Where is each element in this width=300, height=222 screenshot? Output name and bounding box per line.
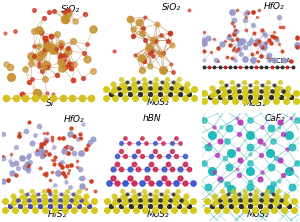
Text: HfO₂: HfO₂ [64, 115, 84, 124]
Text: SiO₂: SiO₂ [61, 5, 80, 14]
Text: Si: Si [46, 99, 54, 108]
Text: MoS₂: MoS₂ [244, 99, 266, 108]
Text: hBN: hBN [142, 114, 161, 123]
Text: PTCDA: PTCDA [268, 57, 290, 63]
Text: HfO₂: HfO₂ [264, 2, 285, 11]
Text: MoS₂: MoS₂ [146, 97, 169, 107]
Text: HfS₂: HfS₂ [48, 210, 67, 219]
Text: SiO₂: SiO₂ [162, 3, 181, 12]
Text: CaF₂: CaF₂ [264, 114, 285, 123]
Text: MoS₂: MoS₂ [146, 210, 169, 219]
Text: MoS₂: MoS₂ [247, 210, 269, 219]
